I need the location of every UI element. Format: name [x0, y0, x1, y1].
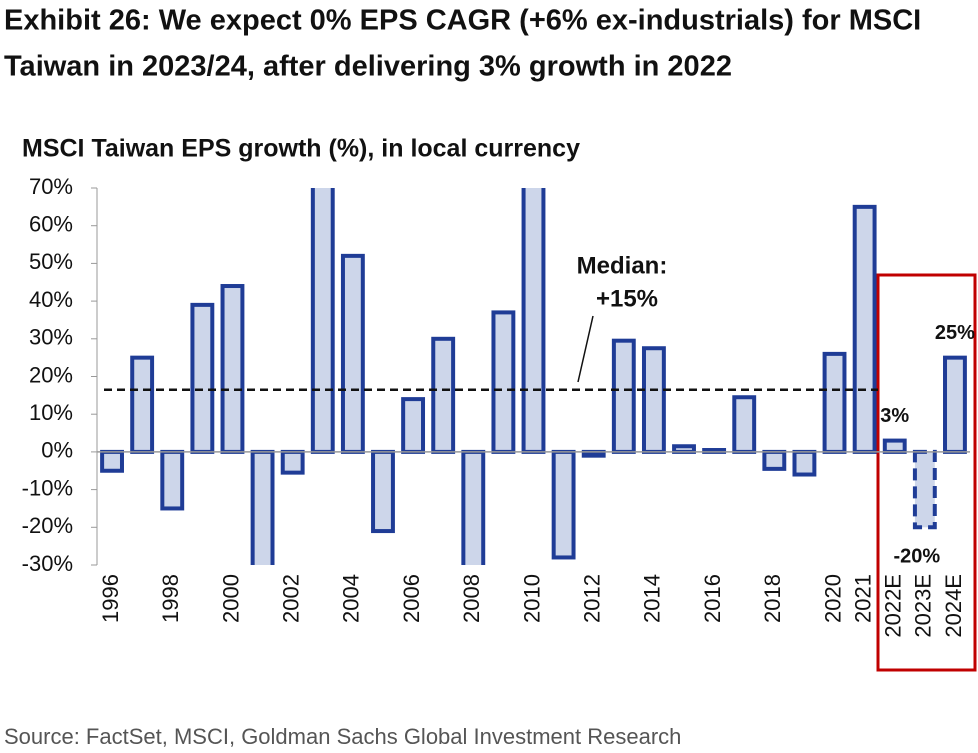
y-tick-label: 10%	[29, 400, 73, 425]
x-tick-label: 2018	[760, 574, 785, 623]
bar	[340, 253, 365, 454]
annotation: +15%	[596, 285, 658, 312]
x-tick-label: 2006	[399, 574, 424, 623]
annotation: Median:	[577, 252, 668, 279]
bar	[220, 284, 245, 454]
x-tick-label: 2021	[850, 574, 875, 623]
bar	[882, 438, 907, 454]
bar	[792, 449, 817, 477]
y-tick-label: -30%	[22, 551, 73, 576]
bar	[100, 449, 124, 473]
bar	[943, 355, 967, 454]
x-tick-label: 2000	[218, 574, 243, 623]
chart-subtitle: MSCI Taiwan EPS growth (%), in local cur…	[22, 135, 580, 163]
data-label: 3%	[880, 405, 909, 427]
bar	[160, 449, 185, 511]
y-tick-label: 40%	[29, 287, 73, 312]
bar	[521, 188, 546, 454]
x-tick-label: 2022E	[881, 574, 906, 638]
y-tick-label: 30%	[29, 325, 73, 350]
x-tick-label: 2023E	[911, 574, 936, 638]
x-tick-label: 2024E	[941, 574, 966, 638]
y-tick-label: 70%	[29, 174, 73, 199]
y-tick-label: 50%	[29, 249, 73, 274]
x-tick-label: 1998	[158, 574, 183, 623]
data-label: -20%	[893, 546, 940, 568]
bar	[551, 449, 576, 560]
y-tick-label: 20%	[29, 362, 73, 387]
x-tick-label: 2012	[580, 574, 605, 623]
bar	[280, 449, 305, 475]
y-tick-label: 60%	[29, 212, 73, 237]
annotation-pointer	[577, 315, 594, 383]
chart-title: Taiwan in 2023/24, after delivering 3% g…	[4, 51, 732, 83]
y-tick-label: 0%	[41, 438, 73, 463]
x-tick-label: 2002	[278, 574, 303, 623]
bar	[130, 355, 155, 454]
bar	[401, 397, 426, 454]
source: Source: FactSet, MSCI, Goldman Sachs Glo…	[4, 724, 681, 749]
x-tick-label: 2020	[820, 574, 845, 623]
bar	[461, 449, 486, 565]
bar	[431, 336, 456, 454]
bar	[641, 346, 666, 454]
bar	[732, 395, 757, 454]
data-label: 25%	[935, 322, 975, 344]
bar	[611, 338, 636, 454]
bar	[912, 449, 937, 530]
bar	[190, 302, 215, 454]
highlight-box	[876, 273, 977, 672]
x-tick-label: 2004	[339, 574, 364, 623]
bar	[371, 449, 395, 534]
chart-title: Exhibit 26: We expect 0% EPS CAGR (+6% e…	[4, 5, 921, 37]
y-tick-label: -10%	[22, 475, 73, 500]
bar	[822, 351, 847, 454]
x-tick-label: 2008	[459, 574, 484, 623]
bar	[762, 449, 787, 471]
x-tick-label: 2014	[640, 574, 665, 623]
bar	[310, 188, 335, 454]
y-tick-label: -20%	[22, 513, 73, 538]
bar	[491, 310, 516, 454]
x-tick-label: 1996	[98, 574, 123, 623]
x-tick-label: 2010	[519, 574, 544, 623]
bar	[852, 204, 877, 454]
bar	[672, 444, 696, 454]
x-tick-label: 2016	[700, 574, 725, 623]
bar	[250, 449, 275, 565]
